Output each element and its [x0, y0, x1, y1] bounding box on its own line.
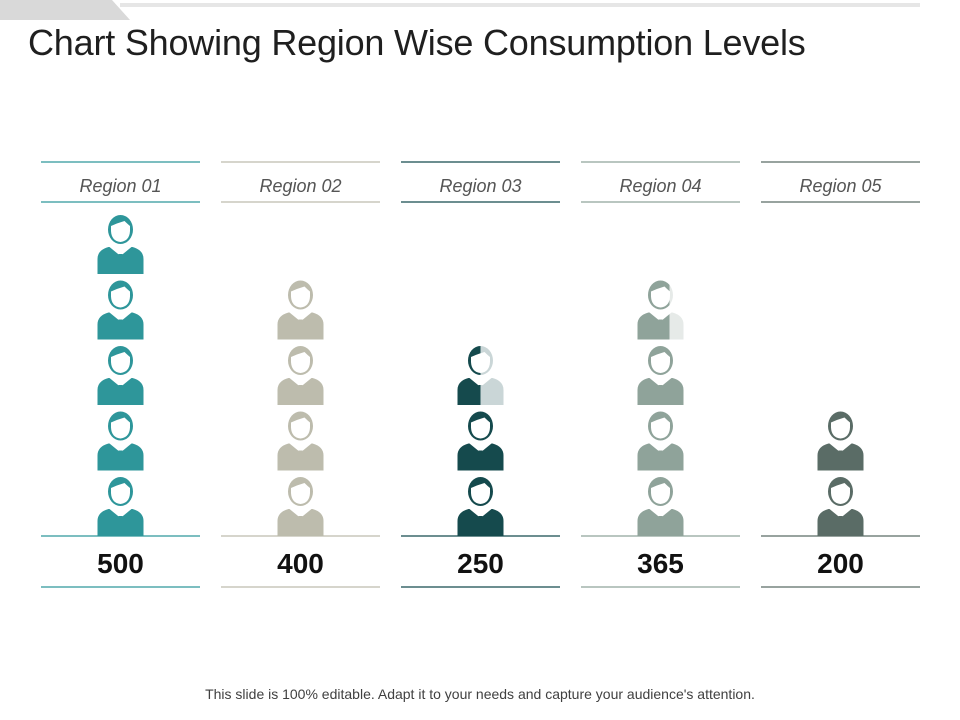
region-column: Region 04 365	[581, 161, 740, 588]
footer-note: This slide is 100% editable. Adapt it to…	[205, 686, 755, 702]
person-icon	[97, 280, 144, 340]
top-accent-bar	[120, 3, 920, 7]
person-icon	[637, 280, 684, 340]
value-label: 200	[817, 548, 864, 579]
person-icon	[97, 215, 144, 274]
person-icon	[277, 346, 324, 405]
region-label: Region 01	[79, 176, 161, 196]
value-label: 500	[97, 548, 144, 579]
page-title: Chart Showing Region Wise Consumption Le…	[28, 22, 806, 63]
region-label: Region 04	[619, 176, 701, 196]
person-icon	[277, 280, 324, 340]
person-icon	[637, 411, 684, 471]
region-column: Region 03 250	[401, 161, 560, 588]
region-label: Region 02	[259, 176, 341, 196]
region-label: Region 03	[439, 176, 521, 196]
person-icon	[637, 477, 684, 536]
corner-decoration	[0, 0, 130, 20]
person-icon	[457, 411, 504, 471]
person-icon	[637, 346, 684, 405]
region-label: Region 05	[799, 176, 882, 196]
person-icon	[97, 411, 144, 471]
person-icon	[97, 477, 144, 536]
region-column: Region 05 200	[761, 161, 920, 588]
person-icon	[457, 477, 504, 536]
person-icon	[817, 411, 864, 471]
value-label: 250	[457, 548, 504, 579]
person-icon	[457, 346, 504, 405]
person-icon	[97, 346, 144, 405]
value-label: 400	[277, 548, 324, 579]
person-icon	[277, 411, 324, 471]
region-column: Region 01 500	[41, 161, 200, 588]
value-label: 365	[637, 548, 684, 579]
person-icon	[817, 477, 864, 536]
region-column: Region 02 400	[221, 161, 380, 588]
person-icon	[277, 477, 324, 536]
